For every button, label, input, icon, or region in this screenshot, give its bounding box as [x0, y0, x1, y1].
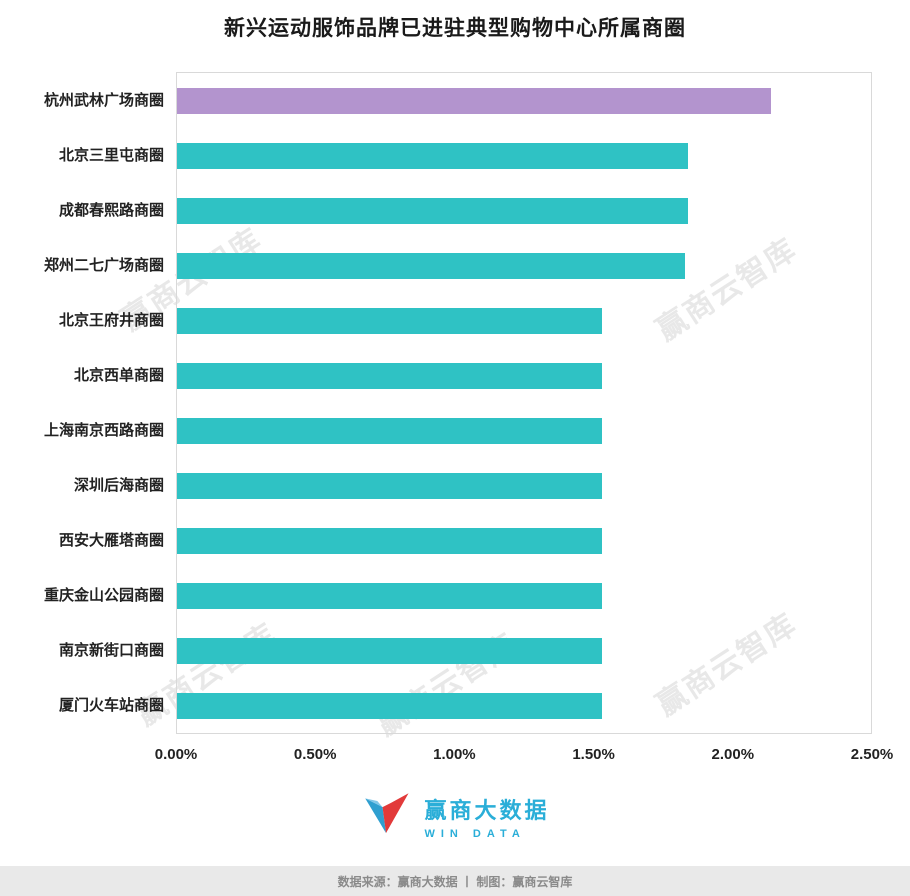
bar — [177, 87, 772, 114]
bar — [177, 527, 602, 554]
logo-brand-name: 赢商大数据 — [424, 798, 550, 823]
category-label: 西安大雁塔商圈 — [58, 532, 164, 549]
category-label: 重庆金山公园商圈 — [43, 587, 164, 604]
bar-row — [177, 73, 871, 128]
category-label: 深圳后海商圈 — [73, 477, 164, 494]
bar — [177, 637, 602, 664]
category-label: 厦门火车站商圈 — [58, 697, 164, 714]
bar-row — [177, 183, 871, 238]
bar-row — [177, 623, 871, 678]
logo-text: 赢商大数据 WIN DATA — [424, 793, 549, 840]
category-label: 北京西单商圈 — [73, 367, 164, 384]
category-label: 北京王府井商圈 — [58, 312, 164, 329]
footer-bar: 数据来源：赢商大数据 丨 制图：赢商云智库 — [0, 866, 910, 896]
category-label: 郑州二七广场商圈 — [43, 257, 164, 274]
bar — [177, 197, 688, 224]
chart-title: 新兴运动服饰品牌已进驻典型购物中心所属商圈 — [224, 17, 686, 40]
x-axis: 0.00% 0.50% 1.00% 1.50% 2.00% 2.50% — [155, 742, 894, 774]
bar-chart: 杭州武林广场商圈北京三里屯商圈 成都春熙路商圈郑州二七广场商圈北京王府井商圈北京西… — [8, 72, 872, 734]
x-tick-label: 2.00% — [711, 746, 755, 763]
bar — [177, 582, 602, 609]
bar-row — [177, 403, 871, 458]
category-label: 杭州武林广场商圈 — [43, 92, 164, 109]
category-label: 南京新街口商圈 — [58, 642, 164, 659]
x-tick-label: 0.00% — [154, 746, 198, 763]
bar-row — [177, 678, 871, 733]
bar-row — [177, 568, 871, 623]
bar — [177, 692, 602, 719]
x-tick-label: 2.50% — [850, 746, 894, 763]
bar-row — [177, 128, 871, 183]
logo-sub-name: WIN DATA — [424, 828, 526, 840]
win-data-logo-icon — [360, 790, 412, 843]
category-label: 成都春熙路商圈 — [58, 202, 164, 219]
bar-row — [177, 348, 871, 403]
bar — [177, 417, 602, 444]
bar — [177, 307, 602, 334]
bar-row — [177, 238, 871, 293]
bar — [177, 362, 602, 389]
x-tick-label: 1.00% — [433, 746, 476, 763]
bar — [177, 472, 602, 499]
x-tick-label: 1.50% — [572, 746, 615, 763]
brand-logo: 赢商大数据 WIN DATA — [0, 790, 910, 843]
category-label: 北京三里屯商圈 — [58, 147, 164, 164]
category-labels-column: 杭州武林广场商圈北京三里屯商圈 成都春熙路商圈郑州二七广场商圈北京王府井商圈北京西… — [8, 72, 176, 734]
data-source-text: 数据来源：赢商大数据 丨 制图：赢商云智库 — [337, 874, 573, 889]
bar-row — [177, 513, 871, 568]
bar — [177, 252, 685, 279]
bar-row — [177, 458, 871, 513]
bar — [177, 142, 688, 169]
plot-area — [176, 72, 872, 734]
bar-row — [177, 293, 871, 348]
x-tick-label: 0.50% — [293, 746, 337, 763]
category-label: 上海南京西路商圈 — [43, 422, 164, 439]
